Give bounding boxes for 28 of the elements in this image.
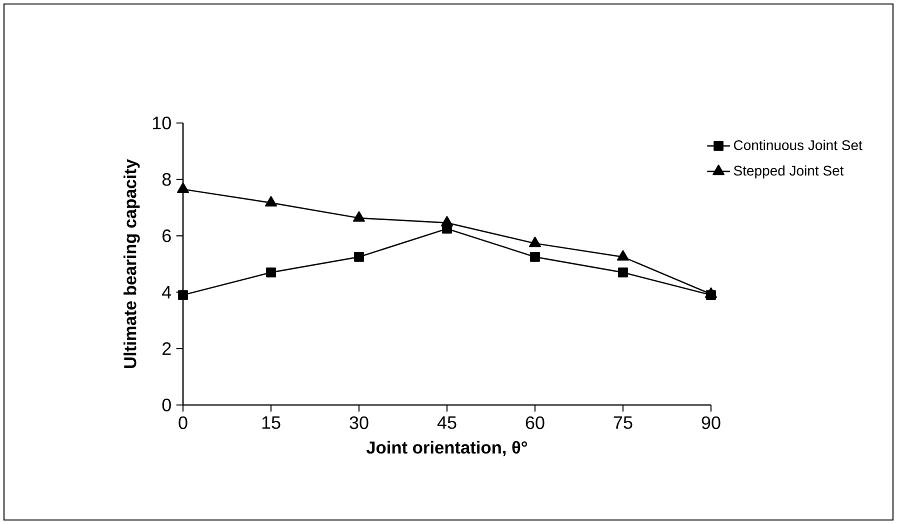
- point: [530, 252, 540, 262]
- point: [178, 290, 188, 300]
- legend-label: Continuous Joint Set: [734, 140, 862, 150]
- x-axis-title: Joint orientation, θ°: [366, 440, 528, 456]
- point: [265, 196, 277, 207]
- point: [617, 250, 629, 261]
- x-tick-label: 15: [262, 416, 280, 429]
- x-tick-label: 90: [702, 416, 720, 430]
- point: [354, 252, 364, 262]
- y-tick-label: 8: [162, 173, 171, 186]
- x-tick-label: 75: [614, 416, 632, 429]
- x-tick-label: 0: [178, 416, 188, 430]
- y-tick-label: 0: [162, 398, 171, 412]
- y-tick-label: 4: [162, 286, 172, 298]
- point: [177, 182, 189, 193]
- point: [266, 268, 276, 278]
- point: [353, 211, 365, 222]
- y-tick-label: 6: [162, 229, 171, 242]
- y-tick-label: 10: [152, 116, 171, 130]
- legend-label: Stepped Joint Set: [734, 165, 844, 178]
- y-axis-title: Ultimate bearing capacity: [124, 159, 140, 368]
- y-tick-label: 2: [162, 342, 171, 355]
- x-tick-label: 30: [350, 416, 368, 430]
- x-tick-label: 45: [437, 416, 456, 429]
- point: [441, 216, 453, 227]
- point: [618, 268, 628, 278]
- point: [529, 236, 541, 248]
- x-tick-label: 60: [526, 416, 544, 430]
